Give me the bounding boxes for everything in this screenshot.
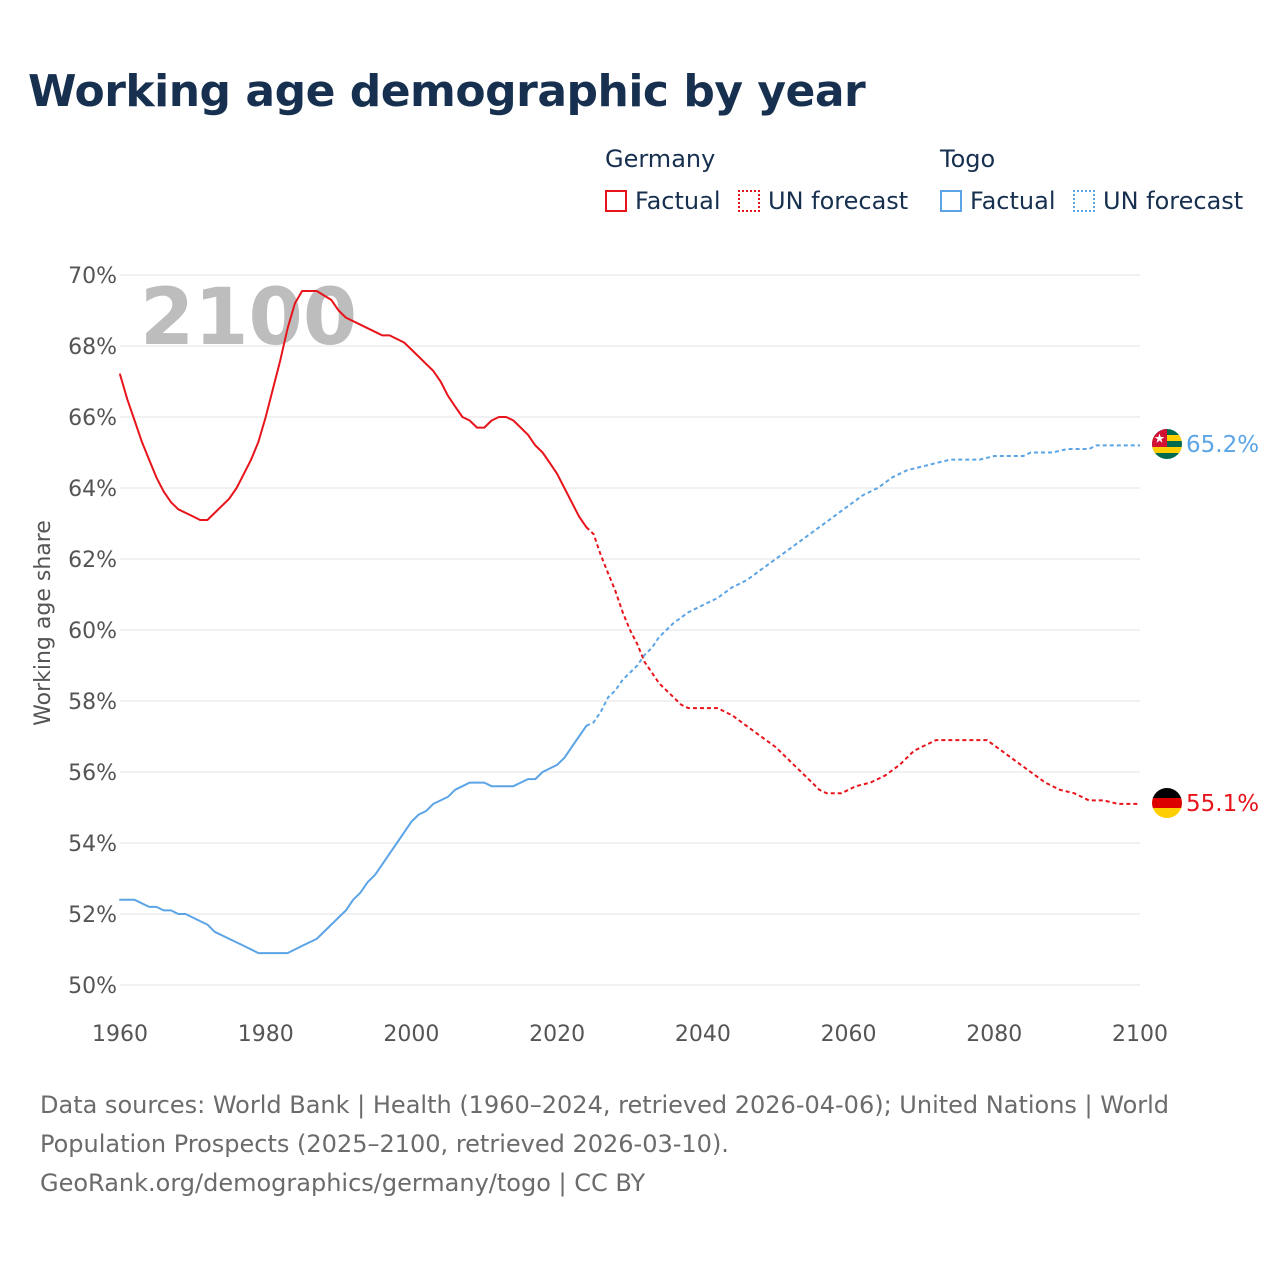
- legend-germany-factual[interactable]: Factual: [605, 187, 721, 215]
- x-tick-label: 1980: [238, 1022, 294, 1047]
- y-axis-title: Working age share: [31, 520, 56, 726]
- x-tick-label: 2020: [529, 1022, 585, 1047]
- x-tick-label: 2040: [675, 1022, 731, 1047]
- germany-forecast-line[interactable]: [585, 526, 1140, 805]
- x-tick-label: 2100: [1112, 1022, 1168, 1047]
- togo-factual-label: Factual: [970, 187, 1056, 215]
- y-tick-label: 62%: [68, 548, 117, 573]
- x-tick-label: 2080: [966, 1022, 1022, 1047]
- legend-togo-forecast[interactable]: UN forecast: [1073, 187, 1243, 215]
- x-axis-ticks: 1960 1980 2000 2020 2040 2060 2080 2100: [92, 1022, 1168, 1047]
- y-tick-label: 58%: [68, 690, 117, 715]
- togo-factual-swatch: [940, 190, 962, 212]
- germany-forecast-label: UN forecast: [768, 187, 909, 215]
- togo-end-label: 65.2%: [1186, 432, 1259, 458]
- togo-forecast-swatch: [1073, 190, 1095, 212]
- y-axis-ticks: 50% 52% 54% 56% 58% 60% 62% 64% 66% 68% 70%: [68, 264, 117, 999]
- togo-forecast-line[interactable]: [585, 444, 1140, 727]
- line-chart: 50%52%54%56%58%60%62%64%66%68%70% 1960 19…: [31, 264, 1259, 1047]
- germany-factual-line[interactable]: [119, 290, 588, 529]
- series-lines: [119, 290, 1140, 955]
- germany-end-label: 55.1%: [1186, 791, 1259, 817]
- germany-factual-swatch: [605, 190, 627, 212]
- year-overlay: 2100: [140, 273, 357, 363]
- source-url[interactable]: GeoRank.org/demographics/germany/togo | …: [40, 1169, 646, 1197]
- y-tick-label: 50%: [68, 974, 117, 999]
- x-tick-label: 2060: [821, 1022, 877, 1047]
- germany-forecast-swatch: [738, 190, 760, 212]
- y-tick-label: 54%: [68, 832, 117, 857]
- germany-factual-label: Factual: [635, 187, 721, 215]
- y-tick-label: 52%: [68, 903, 117, 928]
- y-tick-label: 66%: [68, 406, 117, 431]
- togo-forecast-label: UN forecast: [1103, 187, 1244, 215]
- y-tick-label: 68%: [68, 335, 117, 360]
- x-tick-label: 1960: [92, 1022, 148, 1047]
- germany-flag: [1152, 788, 1182, 818]
- legend-group-germany-name: Germany: [605, 145, 716, 173]
- source-line-2: Population Prospects (2025–2100, retriev…: [40, 1130, 729, 1158]
- x-tick-label: 2000: [383, 1022, 439, 1047]
- grid-lines: [120, 274, 1140, 986]
- source-line-1: Data sources: World Bank | Health (1960–…: [40, 1091, 1170, 1119]
- y-tick-label: 64%: [68, 477, 117, 502]
- legend-togo-factual[interactable]: Factual: [940, 187, 1056, 215]
- legend-germany-forecast[interactable]: UN forecast: [738, 187, 908, 215]
- togo-flag: [1152, 429, 1182, 459]
- source-note: Data sources: World Bank | Health (1960–…: [40, 1086, 1200, 1203]
- legend-group-togo-name: Togo: [940, 145, 996, 173]
- togo-factual-line[interactable]: [119, 724, 588, 955]
- y-tick-label: 60%: [68, 619, 117, 644]
- y-tick-label: 56%: [68, 761, 117, 786]
- chart-title: Working age demographic by year: [28, 66, 866, 117]
- y-tick-label: 70%: [68, 264, 117, 289]
